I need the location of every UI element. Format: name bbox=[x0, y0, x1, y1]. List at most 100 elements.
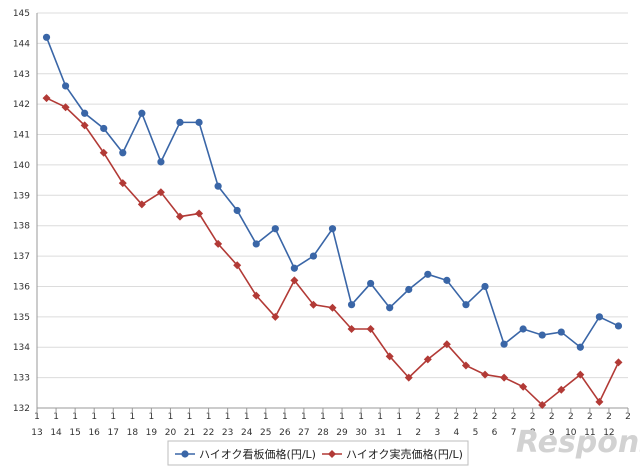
data-point bbox=[81, 109, 89, 117]
x-tick-label-top: 2 bbox=[434, 412, 440, 422]
x-tick-label-bottom: 22 bbox=[203, 428, 214, 438]
x-tick-label-bottom: 4 bbox=[454, 428, 460, 438]
data-point bbox=[233, 261, 242, 270]
x-tick-label-bottom: 8 bbox=[530, 428, 536, 438]
x-tick-label-top: 2 bbox=[511, 412, 517, 422]
data-point bbox=[233, 206, 241, 215]
x-tick-label-bottom: 20 bbox=[165, 428, 177, 438]
legend-box bbox=[167, 440, 469, 466]
data-point bbox=[595, 313, 604, 321]
x-tick-label-bottom: 15 bbox=[69, 428, 80, 438]
data-point bbox=[195, 118, 203, 126]
data-point bbox=[557, 385, 566, 394]
data-point bbox=[137, 200, 146, 209]
x-tick-label-bottom: 3 bbox=[434, 428, 440, 438]
data-point bbox=[367, 279, 375, 288]
x-tick-label-bottom: 12 bbox=[603, 428, 614, 438]
data-point bbox=[500, 373, 509, 382]
x-tick-label-bottom: 25 bbox=[260, 428, 271, 438]
x-tick-label-bottom: 24 bbox=[241, 428, 253, 438]
x-tick-label-bottom: 26 bbox=[279, 428, 291, 438]
data-point bbox=[538, 331, 546, 339]
data-point bbox=[61, 103, 70, 112]
data-point bbox=[481, 370, 490, 379]
data-point bbox=[424, 270, 432, 278]
x-axis-tick-labels: 1 1 1 1 1 1 1 1 1 1 1 1 1 1 1 1 1 1 1 1 2 2 2 2 2 2 2 2 2 2 2 213 14 15 16… bbox=[31, 412, 631, 438]
x-tick-label-bottom: 2 bbox=[415, 428, 421, 438]
x-tick-label-top: 1 bbox=[187, 412, 193, 422]
legend-label: ハイオク実売価格(円/L) bbox=[346, 447, 463, 461]
data-point bbox=[481, 282, 489, 291]
data-point bbox=[538, 400, 547, 409]
watermark-logo: Response. bbox=[516, 425, 640, 460]
data-point bbox=[42, 94, 51, 103]
data-point bbox=[156, 188, 165, 197]
series-layer bbox=[42, 33, 623, 409]
legend-label: ハイオク看板価格(円/L) bbox=[199, 447, 316, 461]
x-tick-label-top: 2 bbox=[492, 412, 498, 422]
x-tick-label-bottom: 28 bbox=[317, 428, 329, 438]
x-tick-label-top: 1 bbox=[282, 412, 288, 422]
data-point bbox=[347, 325, 356, 333]
data-point bbox=[175, 212, 184, 221]
data-point bbox=[290, 276, 299, 285]
x-tick-label-bottom: 16 bbox=[88, 428, 100, 438]
x-tick-label-top: 2 bbox=[473, 412, 479, 422]
data-point bbox=[195, 209, 204, 218]
x-tick-label-top: 1 bbox=[149, 412, 155, 422]
legend-marker bbox=[181, 450, 189, 458]
y-axis-tick-labels: 132 133 134 135 136 137 138 139 140 141 142 143 144 1… bbox=[13, 9, 30, 414]
y-tick-label: 136 bbox=[13, 282, 30, 292]
y-tick-label: 139 bbox=[13, 191, 30, 201]
data-point bbox=[461, 361, 470, 370]
x-tick-label-bottom: 13 bbox=[31, 428, 42, 438]
legend: ハイオク看板価格(円/L) ハイオク実売価格(円/L) bbox=[167, 440, 469, 466]
x-tick-label-bottom: 9 bbox=[549, 428, 555, 438]
series-line bbox=[45, 37, 619, 349]
x-tick-label-top: 1 bbox=[396, 412, 402, 422]
data-point bbox=[290, 264, 298, 272]
x-tick-label-top: 2 bbox=[606, 412, 612, 422]
y-tick-label: 134 bbox=[13, 343, 30, 353]
data-point bbox=[576, 370, 585, 379]
x-tick-label-bottom: 21 bbox=[184, 428, 195, 438]
data-point bbox=[614, 358, 623, 367]
data-point bbox=[214, 182, 222, 190]
data-point bbox=[271, 225, 279, 233]
y-tick-label: 142 bbox=[13, 100, 30, 110]
y-tick-label: 143 bbox=[13, 70, 30, 80]
x-tick-label-bottom: 14 bbox=[50, 428, 62, 438]
data-point bbox=[100, 124, 108, 133]
x-tick-label-top: 2 bbox=[568, 412, 574, 422]
data-point bbox=[252, 240, 260, 248]
x-tick-label-bottom: 29 bbox=[336, 428, 348, 438]
x-tick-label-top: 2 bbox=[587, 412, 593, 422]
x-tick-label-bottom: 7 bbox=[511, 428, 517, 438]
x-tick-label-top: 2 bbox=[454, 412, 460, 422]
y-tick-label: 137 bbox=[13, 252, 30, 262]
data-point bbox=[119, 149, 127, 157]
y-tick-label: 145 bbox=[13, 9, 30, 19]
data-point bbox=[404, 373, 413, 382]
x-tick-label-top: 1 bbox=[53, 412, 59, 422]
data-point bbox=[176, 118, 184, 126]
data-point bbox=[462, 301, 470, 309]
x-tick-label-top: 1 bbox=[72, 412, 78, 422]
x-tick-label-top: 1 bbox=[34, 412, 40, 422]
data-point bbox=[157, 158, 165, 166]
data-point bbox=[328, 303, 337, 312]
x-tick-label-bottom: 19 bbox=[146, 428, 158, 438]
x-tick-label-top: 2 bbox=[415, 412, 421, 422]
series-2 bbox=[42, 94, 623, 409]
x-tick-label-bottom: 11 bbox=[584, 428, 595, 438]
x-tick-label-top: 2 bbox=[625, 412, 631, 422]
data-point bbox=[309, 252, 318, 260]
data-point bbox=[118, 179, 127, 188]
legend-marker bbox=[328, 450, 336, 458]
data-point bbox=[61, 82, 70, 90]
x-tick-label-top: 1 bbox=[263, 412, 269, 422]
series-line bbox=[46, 97, 620, 407]
x-tick-label-top: 1 bbox=[129, 412, 135, 422]
x-tick-label-top: 1 bbox=[206, 412, 212, 422]
